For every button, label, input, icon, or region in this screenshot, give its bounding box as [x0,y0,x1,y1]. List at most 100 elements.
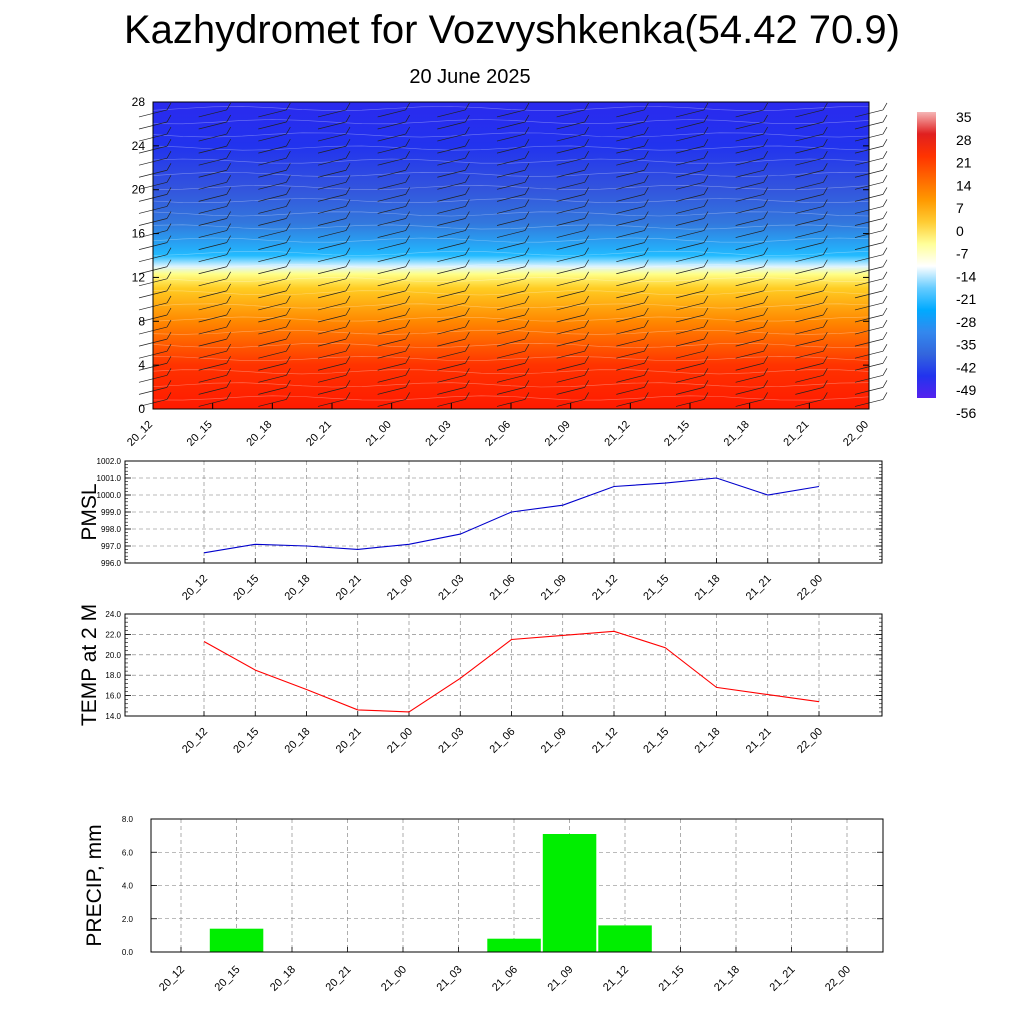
chart-title: Kazhydromet for Vozvyshkenka(54.42 70.9) [124,8,900,52]
wind-barb [556,380,589,395]
wind-barb [437,114,470,130]
wind-barb [795,223,828,238]
x-tick-label: 21_09 [539,726,569,756]
y-tick-label: 1000.0 [97,491,122,500]
contour-line [152,277,869,283]
wind-barb [317,223,351,238]
wind-barb [437,151,470,166]
wind-barb [258,151,291,166]
wind-barb [317,331,351,347]
colorbar-label: 21 [956,155,972,171]
x-tick-label: 22_00 [795,726,825,756]
y-axis-label: TEMP at 2 M [78,604,101,726]
wind-barb [377,319,410,335]
wind-barb [258,283,291,299]
wind-barb [735,283,768,299]
contour-line [152,342,870,348]
wind-barb [377,102,410,118]
wind-barb [437,295,470,311]
wind-barb [437,235,470,250]
panel-frame [150,818,884,953]
x-tick-label: 21_03 [435,964,465,994]
wind-barb [317,392,351,407]
wind-barb [437,319,470,335]
x-tick-label: 21_15 [641,573,671,603]
wind-barb [198,283,231,299]
wind-barb [675,392,709,407]
wind-barb [556,211,589,226]
wind-barb [437,331,470,347]
wind-barb [735,199,768,214]
x-tick-label: 21_18 [712,964,742,994]
y-tick-label: 24.0 [105,610,121,619]
wind-barb [556,235,589,250]
wind-barb [675,283,709,299]
wind-barb [198,187,231,202]
wind-barb [675,271,709,287]
wind-barb [556,368,589,383]
wind-barb [795,187,828,202]
chart-subtitle: 20 June 2025 [409,66,531,88]
wind-barb [258,223,291,238]
wind-barb [616,187,649,202]
contour-line [152,224,870,230]
wind-barb [616,126,649,142]
wind-barb [496,187,530,202]
wind-barb [556,271,589,287]
colorbar-label: -14 [956,268,976,284]
wind-barb [616,223,649,238]
series-line [203,630,820,713]
wind-barb [437,223,470,238]
wind-barb [258,368,291,383]
wind-barb [616,295,649,311]
x-tick-label: 21_09 [546,964,576,994]
x-tick-label: 21_18 [693,573,723,603]
contour-line [152,263,870,269]
wind-barb [675,295,709,311]
wind-barb [198,235,231,250]
wind-barb [496,344,530,359]
wind-barb [198,356,231,371]
panel-frame [124,460,883,564]
wind-barb [437,199,470,214]
wind-barb [675,211,709,226]
x-tick-label: 20_21 [334,726,364,756]
wind-barb [377,247,410,263]
wind-barb [317,283,351,299]
wind-barb [377,380,410,395]
wind-barb [496,368,530,383]
y-tick-label: 12 [132,270,146,284]
x-tick-label: 21_00 [379,964,409,994]
x-tick-label: 21_21 [768,964,798,994]
x-tick-label: 20_18 [244,419,274,449]
wind-barb [735,356,768,371]
precip-bar [209,928,264,952]
y-tick-label: 24 [132,139,146,153]
wind-barb [198,259,231,275]
wind-barb [556,114,589,130]
wind-barb [496,319,530,335]
wind-barb [556,163,589,178]
wind-barb [795,175,828,190]
wind-barb [616,380,649,395]
contour-line [152,106,870,112]
wind-barb [675,126,709,142]
wind-barb [795,163,828,178]
colorbar-label: -35 [956,337,976,353]
wind-barb [675,138,709,154]
wind-barb [616,344,649,359]
wind-barb [377,211,410,226]
wind-barb [616,259,649,275]
wind-barb [616,114,649,130]
heatmap-field [153,102,869,409]
colorbar-label: 14 [956,177,972,193]
wind-barb [437,211,470,226]
wind-barb [795,235,828,250]
x-tick-label: 21_00 [364,419,394,449]
colorbar-label: 35 [956,109,972,125]
wind-barb [198,295,231,311]
wind-barb [675,223,709,238]
wind-barb [496,283,530,299]
x-tick-label: 20_15 [213,964,243,994]
wind-barb [258,307,291,323]
